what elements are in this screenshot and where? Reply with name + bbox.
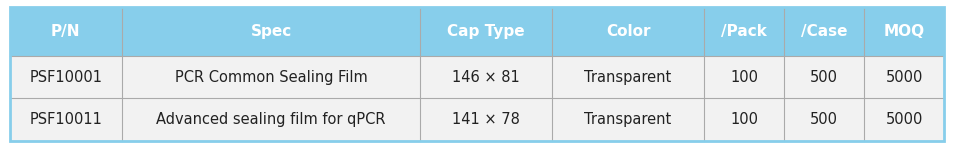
- Text: 141 × 78: 141 × 78: [452, 112, 519, 127]
- Text: 500: 500: [809, 70, 838, 85]
- Text: PCR Common Sealing Film: PCR Common Sealing Film: [174, 70, 367, 85]
- Text: MOQ: MOQ: [882, 24, 924, 39]
- Bar: [10, 7, 943, 56]
- Text: Transparent: Transparent: [584, 70, 671, 85]
- Text: 5000: 5000: [884, 70, 923, 85]
- Bar: [10, 56, 943, 98]
- Bar: [10, 7, 943, 141]
- Text: 146 × 81: 146 × 81: [452, 70, 519, 85]
- Text: Advanced sealing film for qPCR: Advanced sealing film for qPCR: [156, 112, 385, 127]
- Text: P/N: P/N: [51, 24, 80, 39]
- Text: /Pack: /Pack: [720, 24, 766, 39]
- Text: 5000: 5000: [884, 112, 923, 127]
- Text: Color: Color: [605, 24, 650, 39]
- Text: Cap Type: Cap Type: [447, 24, 524, 39]
- Text: 500: 500: [809, 112, 838, 127]
- Text: Transparent: Transparent: [584, 112, 671, 127]
- Text: 100: 100: [729, 70, 758, 85]
- Text: PSF10011: PSF10011: [30, 112, 102, 127]
- Bar: [10, 98, 943, 141]
- Text: /Case: /Case: [801, 24, 846, 39]
- Text: Spec: Spec: [251, 24, 292, 39]
- Text: 100: 100: [729, 112, 758, 127]
- Text: PSF10001: PSF10001: [30, 70, 102, 85]
